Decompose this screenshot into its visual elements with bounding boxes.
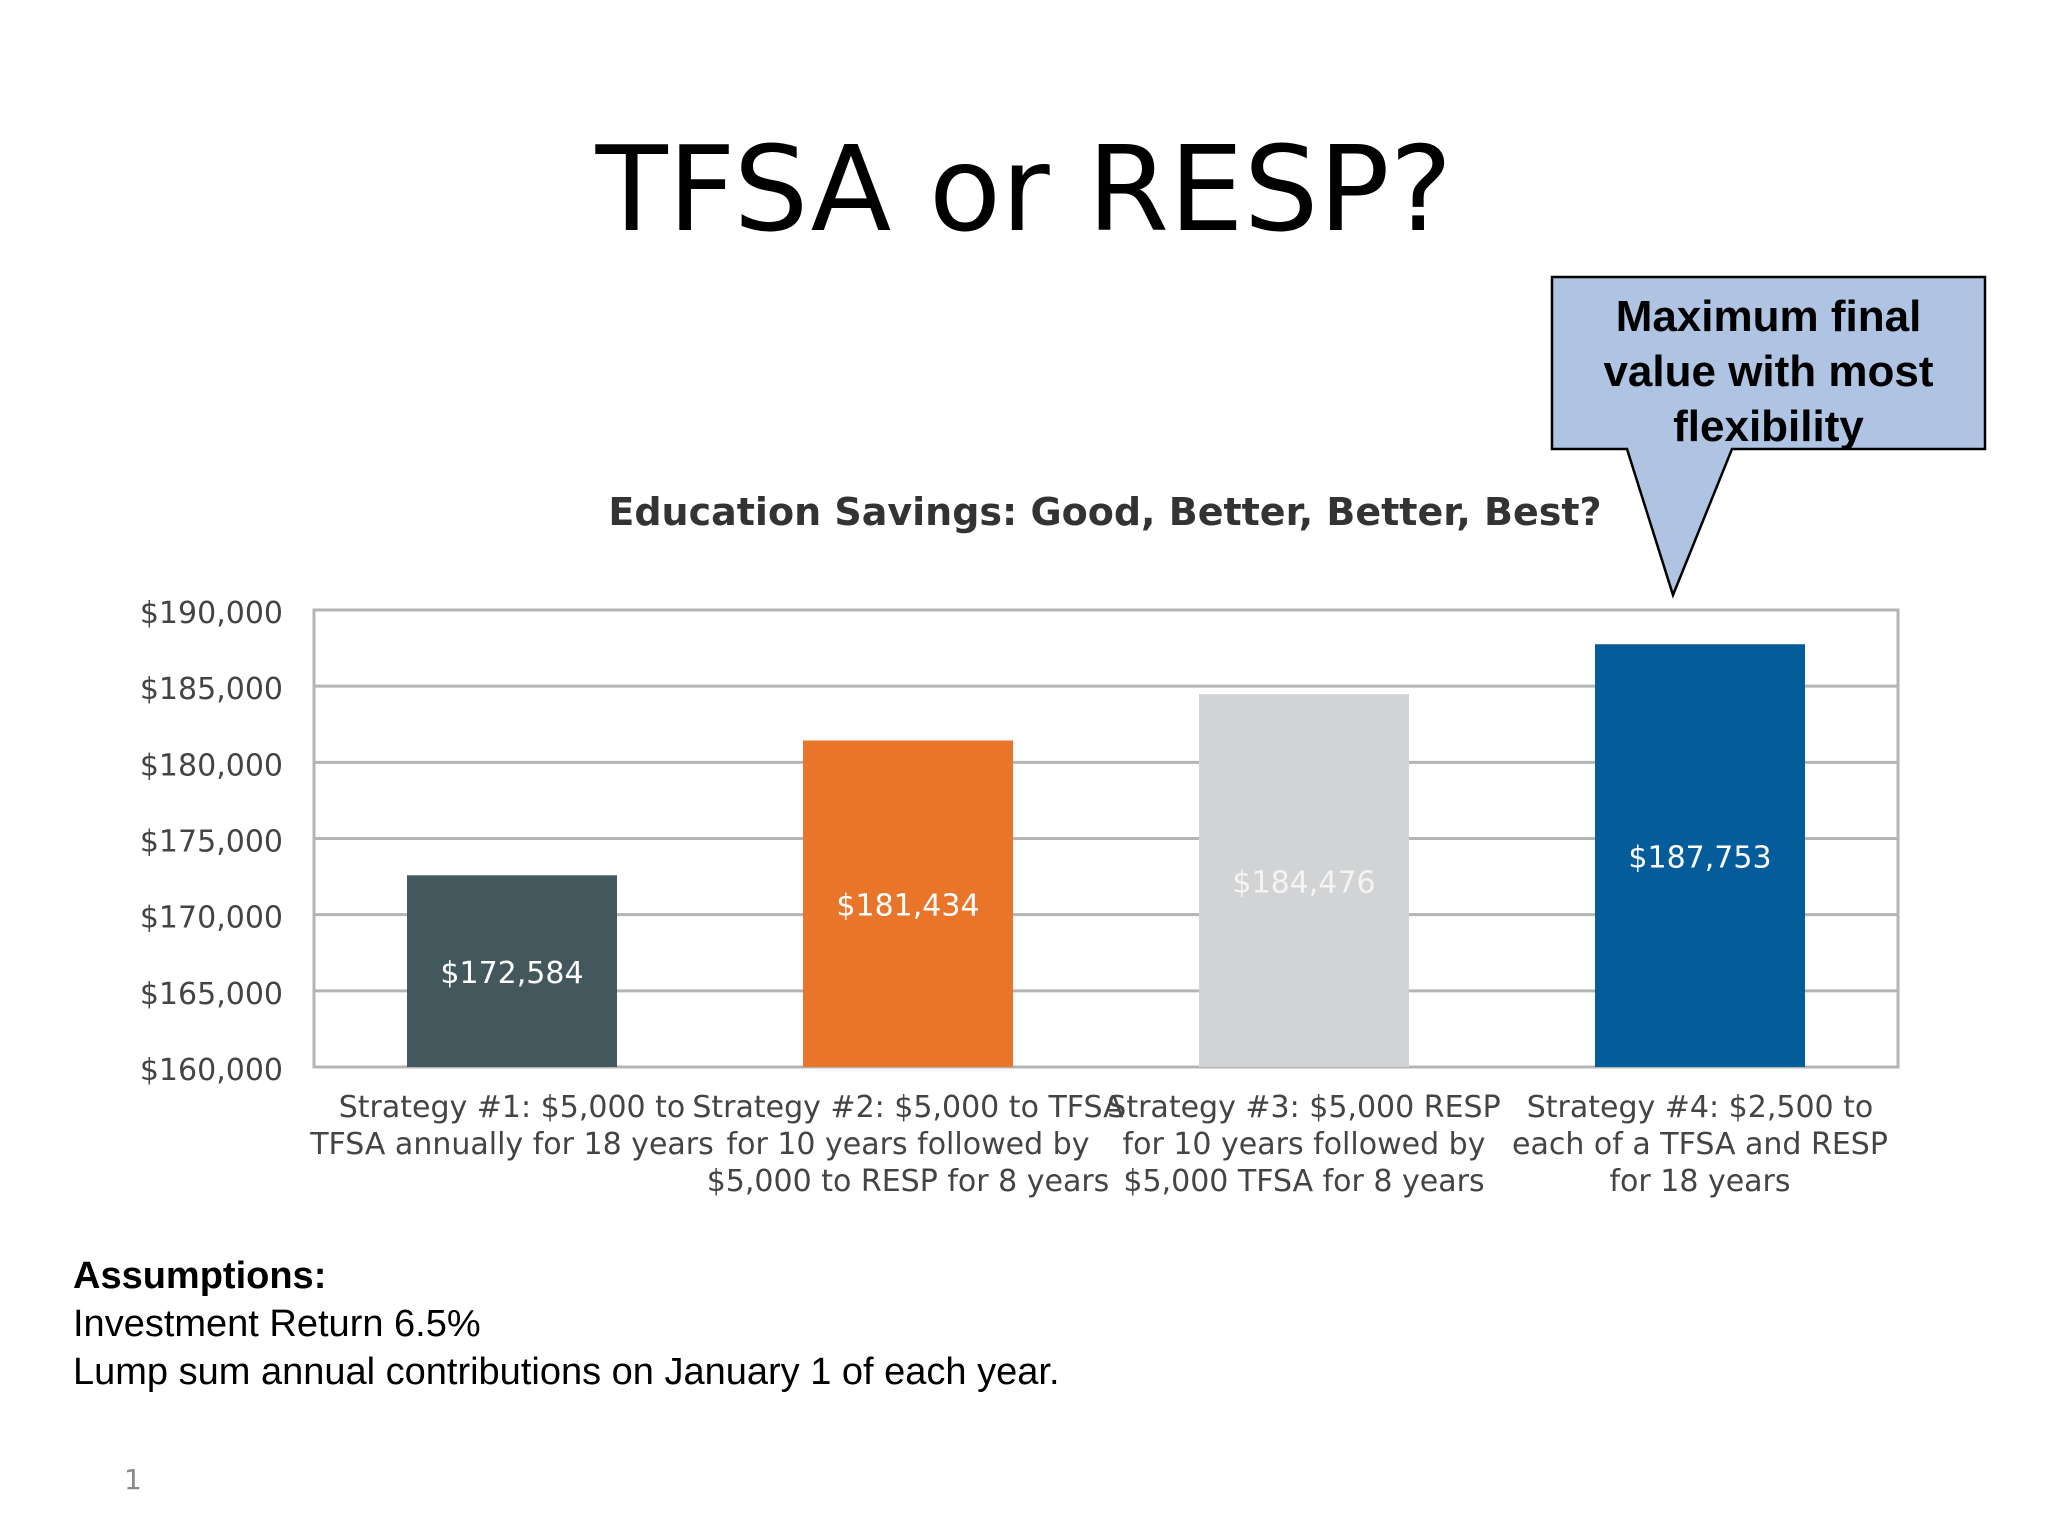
bar [803, 740, 1013, 1067]
x-tick-label: $5,000 to RESP for 8 years [707, 1164, 1110, 1199]
y-tick-label: $185,000 [140, 672, 283, 707]
assumption-line-return: Investment Return 6.5% [73, 1303, 481, 1345]
y-tick-label: $160,000 [140, 1053, 283, 1088]
y-axis-ticks: $160,000 $165,000 $170,000 $175,000 $180,000… [140, 596, 283, 1088]
data-label: $181,434 [836, 889, 979, 924]
callout-text-line: value with most [1603, 347, 1933, 396]
bar [1199, 694, 1409, 1067]
callout: Maximum final value with most flexibility [1550, 275, 1987, 599]
x-tick-label: $5,000 TFSA for 8 years [1123, 1164, 1484, 1199]
data-label: $172,584 [440, 956, 583, 991]
y-tick-label: $165,000 [140, 977, 283, 1012]
chart-title: Education Savings: Good, Better, Better,… [608, 490, 1601, 534]
assumption-line-contributions: Lump sum annual contributions on January… [73, 1351, 1060, 1393]
y-tick-label: $170,000 [140, 901, 283, 936]
data-label: $187,753 [1628, 841, 1771, 876]
x-tick-label: for 18 years [1609, 1164, 1790, 1199]
x-tick-label: Strategy #3: $5,000 RESP [1107, 1090, 1500, 1125]
x-tick-label: for 10 years followed by [1123, 1127, 1486, 1162]
y-tick-label: $190,000 [140, 596, 283, 631]
x-tick-label: Strategy #1: $5,000 to [339, 1090, 686, 1125]
plot-frame [312, 608, 1900, 1069]
bar [1595, 644, 1805, 1067]
callout-box [1550, 275, 1987, 599]
x-tick-label: TFSA annually for 18 years [309, 1127, 714, 1162]
bar [407, 875, 617, 1067]
y-tick-label: $175,000 [140, 825, 283, 860]
x-tick-label: for 10 years followed by [727, 1127, 1090, 1162]
slide-number: 1 [124, 1463, 142, 1496]
slide-title: TFSA or RESP? [595, 120, 1453, 258]
y-tick-label: $180,000 [140, 748, 283, 783]
assumptions-heading: Assumptions: [73, 1255, 327, 1297]
callout-text-line: flexibility [1673, 402, 1864, 451]
chart-bars: $172,584 $181,434 $184,476 $187,753 [407, 644, 1805, 1067]
x-tick-label: each of a TFSA and RESP [1512, 1127, 1888, 1162]
callout-text-line: Maximum final [1616, 292, 1922, 341]
x-tick-label: Strategy #4: $2,500 to [1527, 1090, 1874, 1125]
assumptions: Assumptions: Investment Return 6.5% Lump… [73, 1252, 1060, 1396]
x-tick-label: Strategy #2: $5,000 to TFSA [692, 1090, 1124, 1125]
data-label: $184,476 [1232, 866, 1375, 901]
